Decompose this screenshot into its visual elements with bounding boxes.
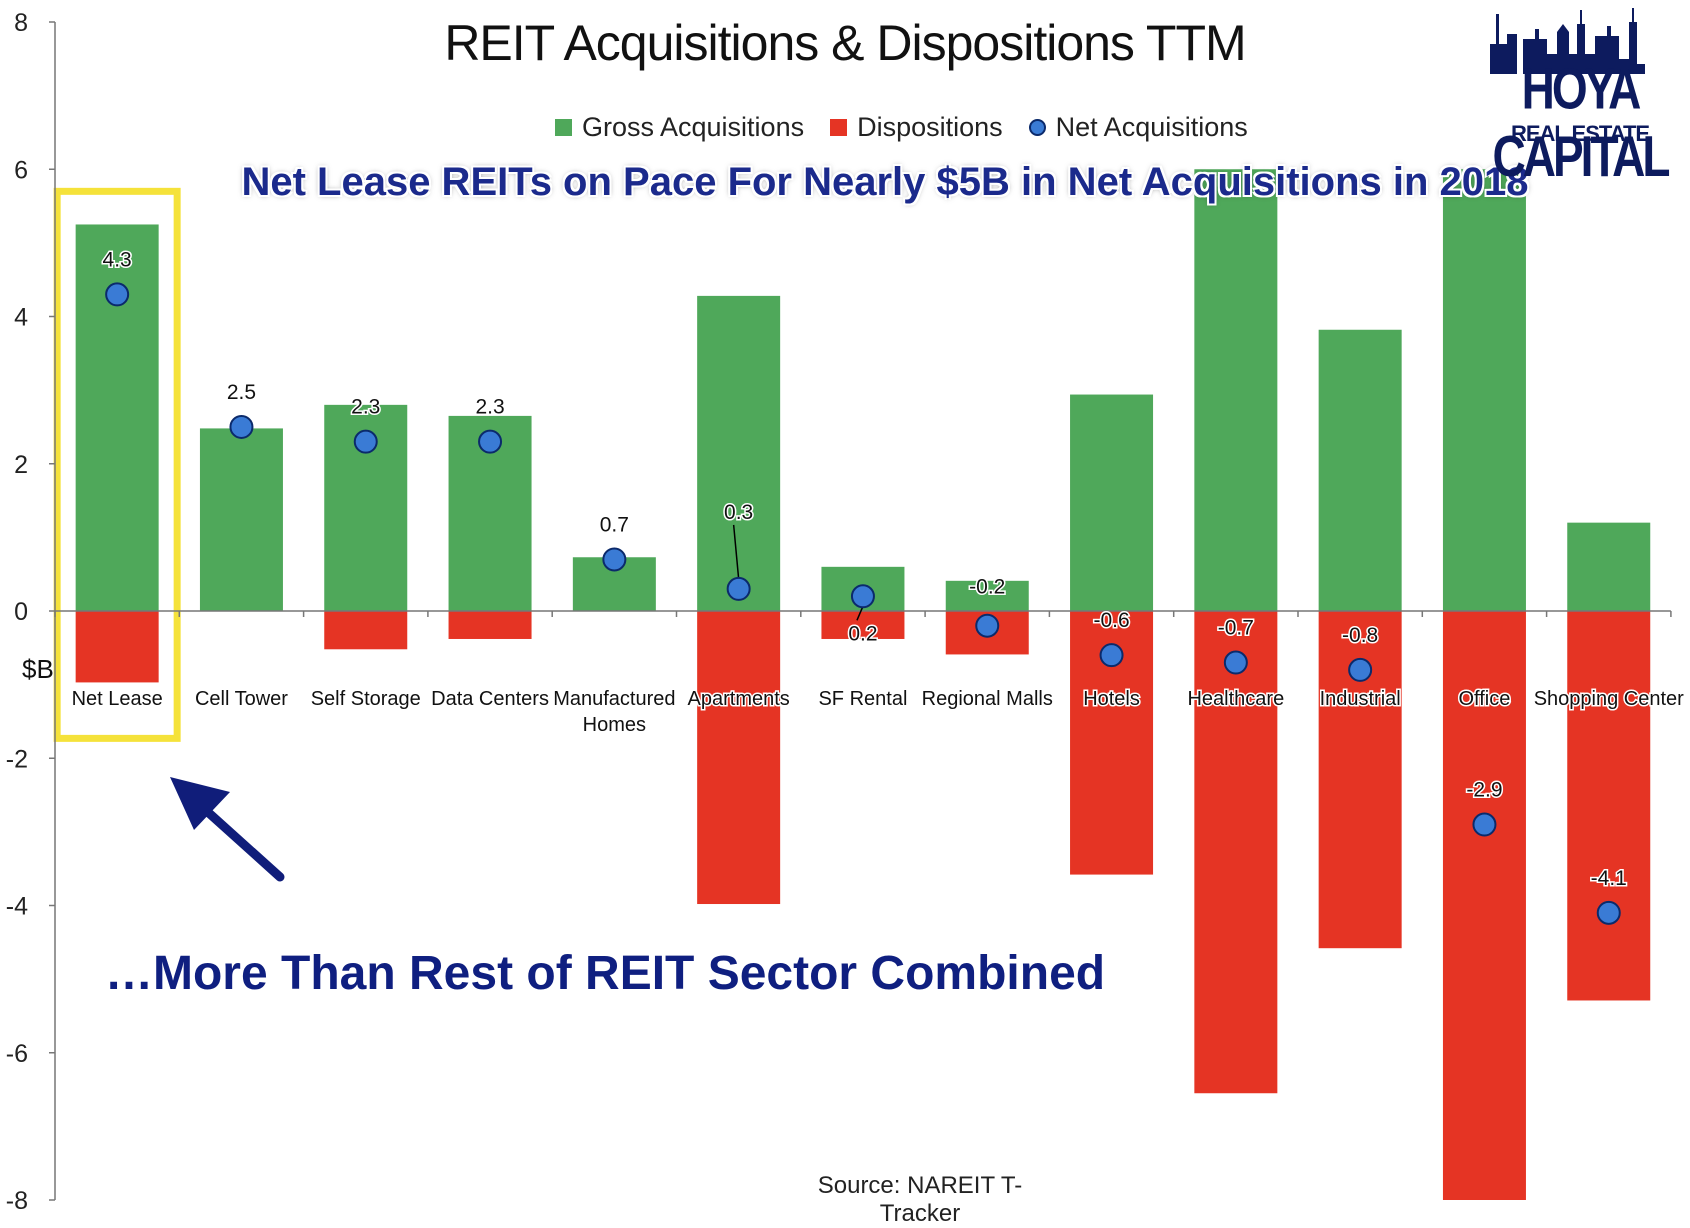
leader-line — [856, 605, 864, 621]
net-acquisition-point — [726, 576, 751, 601]
data-label: 4.3 — [103, 248, 132, 271]
category-label: Self Storage — [311, 688, 421, 710]
subheadline-annotation: …More Than Rest of REIT Sector Combined — [105, 947, 1106, 1000]
y-tick-label: 2 — [14, 451, 28, 479]
bar-dispositions — [1194, 611, 1278, 1094]
category-label: Data Centers — [431, 688, 549, 710]
net-acquisition-point — [105, 282, 130, 307]
category-label: Industrial — [1320, 688, 1401, 710]
leader-line — [732, 524, 740, 579]
data-label: 0.3 — [724, 501, 753, 524]
net-acquisition-point — [975, 613, 1000, 638]
y-tick-label: 4 — [14, 304, 28, 332]
y-tick-label: -4 — [6, 893, 28, 921]
legend-item-dispositions: Dispositions — [830, 112, 1003, 143]
bar-dispositions — [1567, 611, 1651, 1001]
bar-gross-acquisitions — [1194, 169, 1278, 611]
bar-gross-acquisitions — [1070, 394, 1154, 611]
net-acquisition-point — [229, 414, 254, 439]
bar-dispositions — [75, 611, 159, 683]
y-axis-label: $B — [22, 654, 54, 684]
category-label: Office — [1459, 688, 1511, 710]
bars-layer — [75, 169, 1651, 1200]
data-label: 2.5 — [227, 381, 256, 404]
category-label: Manufactured — [553, 688, 675, 710]
category-label: Net Lease — [72, 688, 163, 710]
data-label: -2.9 — [1466, 779, 1502, 802]
legend-swatch-gross — [555, 119, 572, 136]
data-label: -0.7 — [1218, 617, 1254, 640]
category-label: Regional Malls — [922, 688, 1053, 710]
chart-title: REIT Acquisitions & Dispositions TTM — [444, 15, 1246, 71]
net-acquisition-point — [1472, 812, 1497, 837]
bar-dispositions — [821, 611, 905, 639]
data-label: 0.2 — [848, 622, 877, 645]
data-label: -0.2 — [969, 576, 1005, 599]
bar-dispositions — [1442, 611, 1526, 1200]
bar-gross-acquisitions — [1318, 329, 1402, 611]
data-label: -4.1 — [1591, 867, 1627, 890]
bar-dispositions — [324, 611, 408, 650]
net-acquisition-point — [1348, 657, 1373, 682]
source-note: Source: NAREIT T-Tracker — [817, 1172, 1023, 1227]
skyline-icon — [1490, 8, 1645, 74]
category-label: Homes — [583, 714, 646, 736]
legend-label-gross: Gross Acquisitions — [582, 112, 805, 142]
axis-layer: 8 6 4 2 0 -2 -4 -6 -8 — [6, 9, 1672, 1215]
legend-label-net: Net Acquisitions — [1055, 112, 1248, 142]
net-acquisition-point — [1223, 650, 1248, 675]
brand-logo: HOYA CAPITAL REAL ESTATE — [1480, 4, 1680, 188]
y-tick-label: -8 — [6, 1187, 28, 1215]
net-acquisition-point — [602, 547, 627, 572]
legend-swatch-dispositions — [830, 119, 848, 136]
net-acquisition-point — [353, 429, 378, 454]
category-label: Cell Tower — [195, 688, 288, 710]
points-layer — [105, 282, 1621, 925]
highlight-layer — [53, 187, 181, 742]
data-label: 2.3 — [351, 396, 380, 419]
arrow-head — [170, 777, 230, 830]
category-label: Shopping Center — [1534, 688, 1684, 710]
legend-item-gross: Gross Acquisitions — [555, 112, 804, 143]
y-tick-label: 8 — [14, 9, 28, 37]
highlight-box — [53, 187, 181, 742]
legend-marker-net — [1028, 119, 1046, 136]
y-tick-label: -2 — [6, 745, 28, 773]
y-tick-label: 6 — [14, 156, 28, 184]
category-label: Healthcare — [1187, 688, 1284, 710]
data-label: -0.8 — [1342, 624, 1378, 647]
legend-item-net: Net Acquisitions — [1028, 112, 1248, 143]
arrow-shaft — [195, 800, 285, 882]
bar-gross-acquisitions — [199, 428, 283, 611]
chart-legend: Gross Acquisitions Dispositions Net Acqu… — [555, 112, 1248, 143]
category-label: SF Rental — [818, 688, 907, 710]
logo-text-main: HOYA CAPITAL — [1492, 55, 1671, 189]
bar-gross-acquisitions — [1567, 522, 1651, 611]
data-label: 2.3 — [475, 396, 504, 419]
bar-gross-acquisitions — [945, 580, 1029, 611]
logo-text-sub: REAL ESTATE — [1510, 121, 1650, 146]
y-tick-label: -6 — [6, 1040, 28, 1068]
y-tick-label: 0 — [14, 598, 28, 626]
bar-dispositions — [448, 611, 532, 639]
net-acquisition-point — [1099, 643, 1124, 668]
category-label: Apartments — [688, 688, 790, 710]
labels-layer: Net Lease Cell Tower Self Storage Data Cent… — [70, 247, 1686, 891]
net-acquisition-point — [1596, 900, 1621, 925]
legend-label-dispositions: Dispositions — [857, 112, 1003, 142]
category-label: Hotels — [1083, 688, 1140, 710]
arrow-layer — [170, 777, 285, 882]
bar-gross-acquisitions — [697, 295, 781, 611]
net-acquisition-point — [850, 584, 875, 609]
bar-dispositions — [697, 611, 781, 905]
headline-annotation: Net Lease REITs on Pace For Nearly $5B i… — [241, 160, 1529, 204]
bar-gross-acquisitions — [1442, 169, 1526, 611]
data-label: 0.7 — [600, 513, 629, 536]
data-label: -0.6 — [1093, 609, 1129, 632]
net-acquisition-point — [478, 429, 503, 454]
